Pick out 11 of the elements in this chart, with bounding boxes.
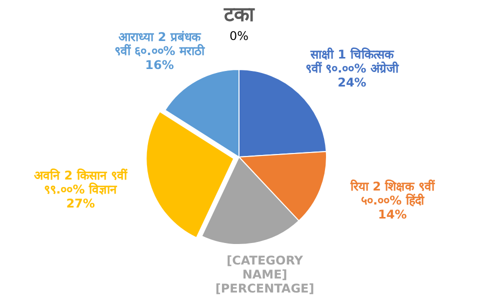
text: 0% xyxy=(229,29,249,44)
slice-label: साक्षी 1 चिकित्सक ९वीं ९०.००% अंग्रेजी xyxy=(305,48,400,76)
data-label: 14% xyxy=(378,207,407,222)
chart-title: टका xyxy=(223,2,255,26)
slice-label: [CATEGORY NAME] [PERCENTAGE] xyxy=(215,254,314,296)
slice-label: आराध्या 2 प्रबंधक ९वीं ६०.००% मराठी xyxy=(114,30,206,58)
data-label: 24% xyxy=(338,76,366,90)
slice-label: अवनि 2 किसान ९वीं ९९.००% विज्ञान xyxy=(34,168,128,197)
slice-label: रिया 2 शिक्षक ९वीं ५०.००% हिंदी xyxy=(349,178,436,208)
data-label: 16% xyxy=(145,58,174,72)
data-label: 27% xyxy=(66,196,95,211)
